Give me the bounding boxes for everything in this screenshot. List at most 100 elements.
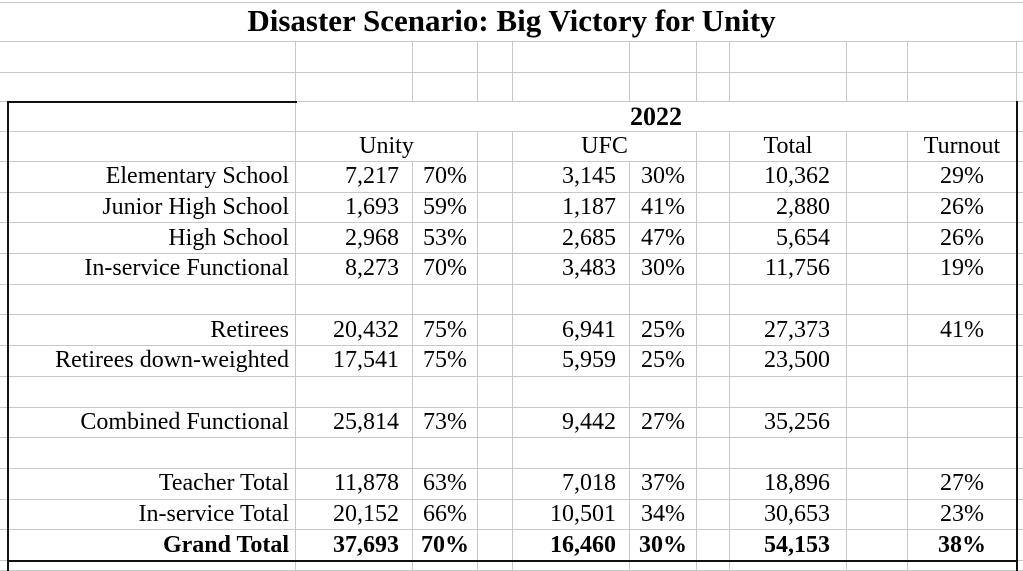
spacer-cell[interactable]: [697, 284, 730, 316]
total-cell[interactable]: [730, 284, 847, 316]
ufc-votes-cell[interactable]: [513, 438, 630, 469]
spacer-cell[interactable]: [847, 376, 908, 408]
spacer-cell[interactable]: [697, 73, 730, 102]
unity-votes-cell[interactable]: [296, 42, 413, 73]
ufc-votes-cell[interactable]: [513, 284, 630, 316]
unity-pct-cell[interactable]: 70%: [413, 530, 478, 561]
ufc-votes-cell[interactable]: 9,442: [513, 407, 630, 439]
turnout-cell[interactable]: [908, 560, 1017, 571]
ufc-votes-cell[interactable]: 16,460: [513, 530, 630, 561]
spacer-cell[interactable]: [697, 346, 730, 377]
spacer-cell[interactable]: [847, 192, 908, 224]
unity-votes-cell[interactable]: [296, 438, 413, 469]
row-label-cell[interactable]: Grand Total: [8, 530, 296, 561]
unity-votes-cell[interactable]: [296, 284, 413, 316]
ufc-votes-cell[interactable]: 3,145: [513, 162, 630, 193]
spacer-cell[interactable]: [478, 42, 513, 73]
turnout-cell[interactable]: [908, 42, 1017, 73]
row-label-cell[interactable]: Teacher Total: [8, 468, 296, 500]
ufc-pct-cell[interactable]: 25%: [630, 346, 697, 377]
spacer-cell[interactable]: [697, 254, 730, 285]
turnout-cell[interactable]: [908, 376, 1017, 408]
row-label-cell[interactable]: Combined Functional: [8, 407, 296, 439]
total-cell[interactable]: [730, 438, 847, 469]
row-label-cell[interactable]: Elementary School: [8, 162, 296, 193]
spacer-cell[interactable]: [478, 499, 513, 531]
row-label-cell[interactable]: Retirees: [8, 315, 296, 347]
spacer-cell[interactable]: [847, 407, 908, 439]
unity-pct-cell[interactable]: 73%: [413, 407, 478, 439]
ufc-votes-cell[interactable]: 2,685: [513, 223, 630, 255]
spacer-cell[interactable]: [478, 376, 513, 408]
unity-pct-cell[interactable]: 63%: [413, 468, 478, 500]
ufc-pct-cell[interactable]: [630, 73, 697, 102]
spacer-cell[interactable]: [478, 284, 513, 316]
total-cell[interactable]: [730, 560, 847, 571]
total-cell[interactable]: 54,153: [730, 530, 847, 561]
spacer-cell[interactable]: [697, 223, 730, 255]
ufc-votes-cell[interactable]: 6,941: [513, 315, 630, 347]
spacer-cell[interactable]: [697, 315, 730, 347]
spacer-cell[interactable]: [697, 132, 730, 162]
spacer-cell[interactable]: [847, 438, 908, 469]
spacer-cell[interactable]: [697, 499, 730, 531]
ufc-pct-cell[interactable]: 37%: [630, 468, 697, 500]
title-cell[interactable]: Disaster Scenario: Big Victory for Unity: [0, 0, 1023, 42]
ufc-pct-cell[interactable]: 41%: [630, 192, 697, 224]
row-label-cell[interactable]: [8, 42, 296, 73]
unity-votes-cell[interactable]: 1,693: [296, 192, 413, 224]
spacer-cell[interactable]: [697, 438, 730, 469]
turnout-cell[interactable]: [908, 346, 1017, 377]
spacer-cell[interactable]: [697, 468, 730, 500]
unity-votes-cell[interactable]: 17,541: [296, 346, 413, 377]
spacer-cell[interactable]: [478, 346, 513, 377]
year-header-cell[interactable]: 2022: [296, 102, 1017, 132]
turnout-cell[interactable]: 41%: [908, 315, 1017, 347]
unity-votes-cell[interactable]: 20,432: [296, 315, 413, 347]
ufc-votes-cell[interactable]: 10,501: [513, 499, 630, 531]
spacer-cell[interactable]: [847, 468, 908, 500]
row-label-cell[interactable]: Retirees down-weighted: [8, 346, 296, 377]
total-header-cell[interactable]: Total: [730, 132, 847, 162]
spacer-cell[interactable]: [478, 468, 513, 500]
spacer-cell[interactable]: [697, 530, 730, 561]
turnout-cell[interactable]: 29%: [908, 162, 1017, 193]
unity-pct-cell[interactable]: 70%: [413, 162, 478, 193]
unity-pct-cell[interactable]: 59%: [413, 192, 478, 224]
turnout-cell[interactable]: 23%: [908, 499, 1017, 531]
unity-votes-cell[interactable]: 7,217: [296, 162, 413, 193]
ufc-pct-cell[interactable]: 27%: [630, 407, 697, 439]
row-label-cell[interactable]: High School: [8, 223, 296, 255]
total-cell[interactable]: 30,653: [730, 499, 847, 531]
turnout-cell[interactable]: 27%: [908, 468, 1017, 500]
spacer-cell[interactable]: [478, 407, 513, 439]
row-label-cell[interactable]: [8, 560, 296, 571]
spacer-cell[interactable]: [847, 132, 908, 162]
total-cell[interactable]: [730, 42, 847, 73]
turnout-cell[interactable]: 26%: [908, 192, 1017, 224]
unity-pct-cell[interactable]: [413, 560, 478, 571]
total-cell[interactable]: 5,654: [730, 223, 847, 255]
spacer-cell[interactable]: [847, 315, 908, 347]
row-label-cell[interactable]: [8, 284, 296, 316]
ufc-pct-cell[interactable]: [630, 438, 697, 469]
total-cell[interactable]: 23,500: [730, 346, 847, 377]
spacer-cell[interactable]: [847, 530, 908, 561]
unity-pct-cell[interactable]: [413, 42, 478, 73]
ufc-votes-cell[interactable]: 5,959: [513, 346, 630, 377]
spacer-cell[interactable]: [847, 346, 908, 377]
total-cell[interactable]: [730, 376, 847, 408]
ufc-votes-cell[interactable]: [513, 42, 630, 73]
turnout-cell[interactable]: 19%: [908, 254, 1017, 285]
spacer-cell[interactable]: [847, 42, 908, 73]
row-label-cell[interactable]: [8, 73, 296, 102]
ufc-pct-cell[interactable]: [630, 284, 697, 316]
unity-votes-cell[interactable]: 20,152: [296, 499, 413, 531]
spacer-cell[interactable]: [847, 284, 908, 316]
unity-pct-cell[interactable]: 66%: [413, 499, 478, 531]
row-label-cell[interactable]: [8, 438, 296, 469]
unity-pct-cell[interactable]: 53%: [413, 223, 478, 255]
spacer-cell[interactable]: [847, 560, 908, 571]
unity-pct-cell[interactable]: 75%: [413, 346, 478, 377]
unity-pct-cell[interactable]: [413, 438, 478, 469]
